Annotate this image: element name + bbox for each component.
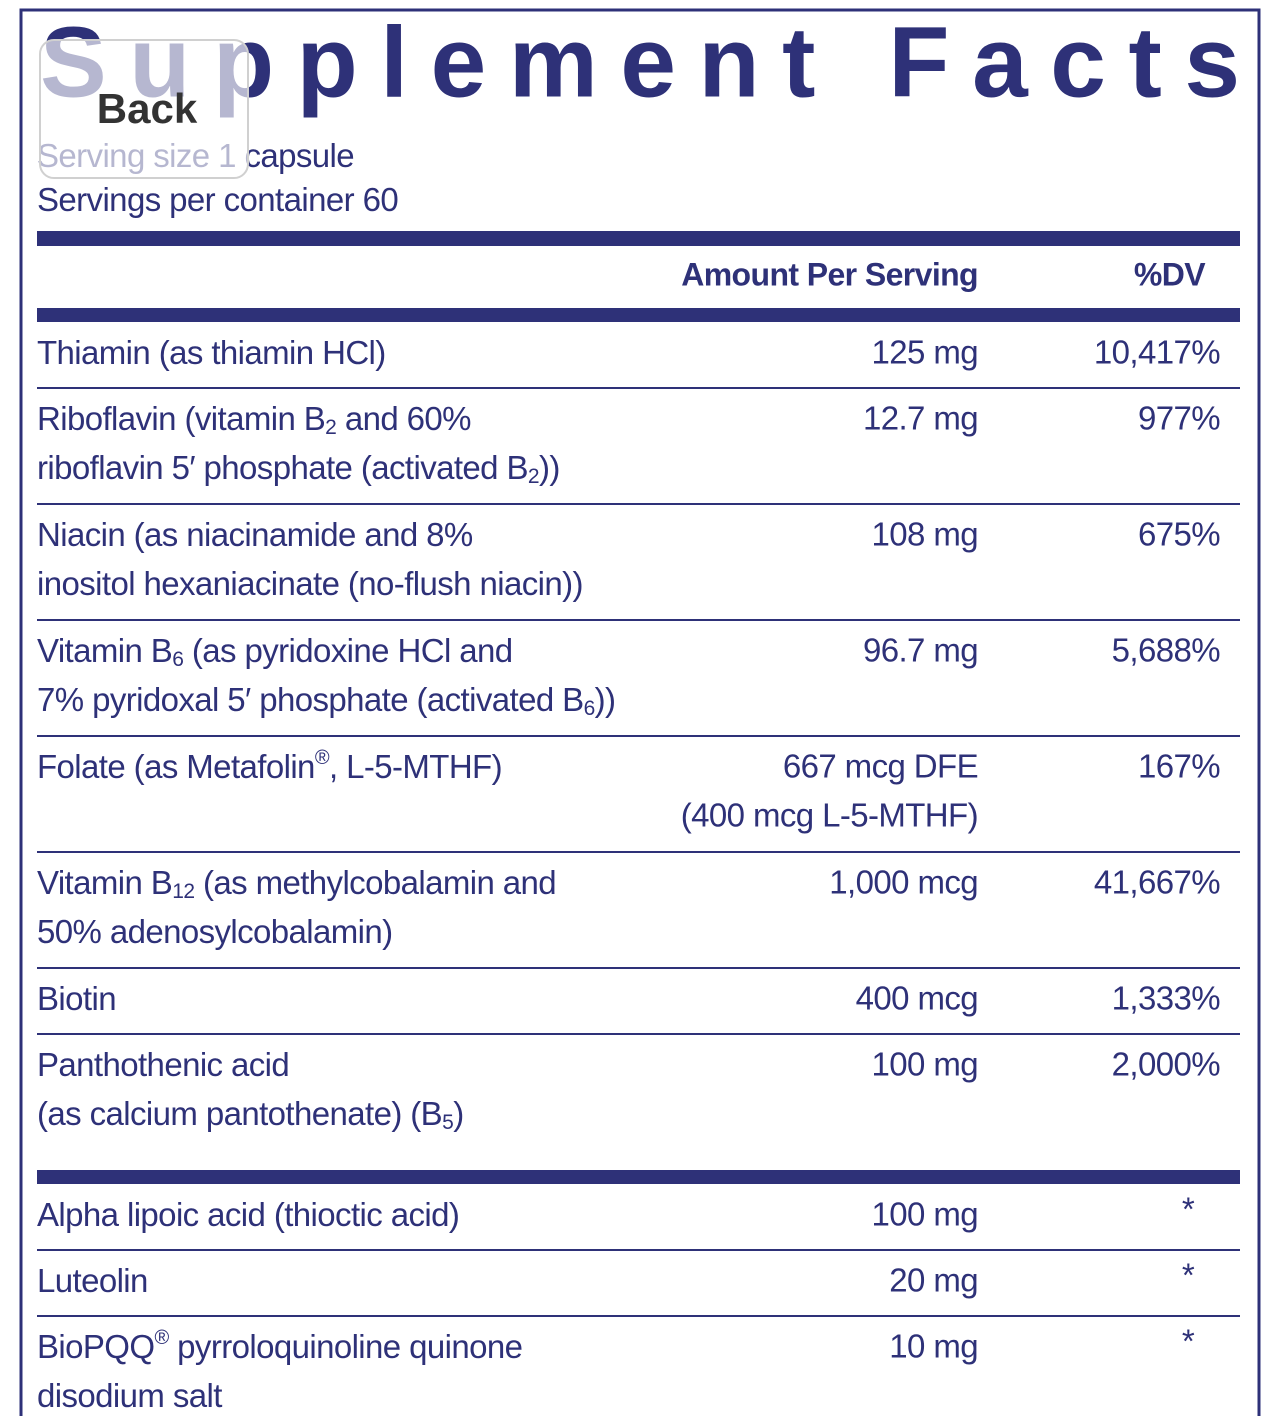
amount: 10 mg [889, 1328, 978, 1365]
label-frame [19, 8, 1261, 1416]
amount: 667 mcg DFE [783, 748, 978, 785]
name-part: 50% adenosylcobalamin) [37, 913, 393, 950]
nutrient-name: Riboflavin (vitamin B2​ and 60% [37, 400, 471, 439]
name-part: )) [595, 681, 616, 718]
serving-line: Servings per container 60 [37, 181, 398, 218]
amount: (400 mcg L-5-MTHF) [681, 797, 978, 834]
superscript: ® [154, 1327, 169, 1349]
daily-value: 167% [1138, 748, 1220, 785]
daily-value: 675% [1138, 516, 1220, 553]
amount: 96.7 mg [863, 632, 978, 669]
nutrient-name: Panthothenic acid [37, 1046, 289, 1083]
daily-value: 1,333% [1112, 980, 1221, 1017]
amount: 20 mg [889, 1262, 978, 1299]
serving-spacer [354, 181, 363, 218]
name-part: Luteolin [37, 1262, 148, 1299]
name-part: Alpha lipoic acid (thioctic acid) [37, 1196, 459, 1233]
column-header: %DV [1134, 256, 1206, 292]
name-part: inositol hexaniacinate (no-flush niacin)… [37, 565, 583, 602]
thick-rule [37, 231, 1240, 246]
name-part: Panthothenic acid [37, 1046, 289, 1083]
name-part: BioPQQ [37, 1328, 154, 1365]
nutrient-name: Biotin [37, 980, 116, 1017]
name-part: Vitamin B [37, 864, 172, 901]
name-part: Riboflavin (vitamin B [37, 400, 325, 437]
amount: 100 mg [872, 1046, 978, 1083]
name-part: (as pyridoxine HCl and [183, 632, 512, 669]
column-header: Amount Per Serving [681, 256, 978, 292]
nutrient-name: Alpha lipoic acid (thioctic acid) [37, 1196, 459, 1233]
nutrient-name: riboflavin 5′ phosphate (activated B2​)) [37, 449, 560, 488]
subscript: 6 [172, 648, 183, 671]
nutrient-name: Niacin (as niacinamide and 8% [37, 516, 473, 553]
daily-value: 41,667% [1094, 864, 1220, 901]
amount: 100 mg [872, 1196, 978, 1233]
nutrient-name: 50% adenosylcobalamin) [37, 913, 393, 950]
name-part: Vitamin B [37, 632, 172, 669]
amount: 125 mg [872, 334, 978, 371]
nutrient-name: BioPQQ®​ pyrroloquinoline quinone [37, 1327, 522, 1364]
nutrient-name: Vitamin B6​ (as pyridoxine HCl and [37, 632, 513, 671]
daily-value: 977% [1138, 400, 1220, 437]
amount: 108 mg [872, 516, 978, 553]
nutrient-name: 7% pyridoxal 5′ phosphate (activated B6​… [37, 681, 615, 720]
subscript: 12 [172, 880, 194, 903]
thick-rule [37, 308, 1240, 322]
amount: 1,000 mcg [829, 864, 978, 901]
name-part: pyrroloquinoline quinone [169, 1328, 523, 1365]
back-button[interactable] [39, 39, 249, 179]
name-part: ) [453, 1095, 463, 1132]
nutrient-name: Luteolin [37, 1262, 148, 1299]
daily-value: * [1182, 1323, 1195, 1360]
subscript: 6 [584, 697, 595, 720]
serving-label: Servings per container [37, 181, 355, 218]
name-part: (as calcium pantothenate) (B [37, 1095, 442, 1132]
amount: 12.7 mg [863, 400, 978, 437]
nutrient-name: Folate (as Metafolin®​, L-5-MTHF) [37, 747, 502, 784]
name-part: , L-5-MTHF) [329, 748, 502, 785]
name-part: and 60% [336, 400, 471, 437]
subscript: 5 [442, 1111, 453, 1134]
daily-value: * [1182, 1191, 1195, 1228]
name-part: riboflavin 5′ phosphate (activated B [37, 449, 528, 486]
nutrient-name: Thiamin (as thiamin HCl) [37, 334, 386, 371]
serving-value: 60 [363, 181, 399, 218]
daily-value: 5,688% [1112, 632, 1221, 669]
nutrient-name: (as calcium pantothenate) (B5​) [37, 1095, 464, 1134]
name-part: (as methylcobalamin and [194, 864, 556, 901]
name-part: Niacin (as niacinamide and 8% [37, 516, 473, 553]
name-part: Biotin [37, 980, 116, 1017]
name-part: Folate (as Metafolin [37, 748, 315, 785]
back-button-label[interactable]: Back [97, 85, 198, 132]
name-part: 7% pyridoxal 5′ phosphate (activated B [37, 681, 584, 718]
amount: 400 mcg [856, 980, 978, 1017]
name-part: Thiamin (as thiamin HCl) [37, 334, 386, 371]
nutrient-name: Vitamin B12​ (as methylcobalamin and [37, 864, 556, 903]
name-part: )) [539, 449, 560, 486]
nutrient-name: inositol hexaniacinate (no-flush niacin)… [37, 565, 583, 602]
name-part: disodium salt [37, 1377, 222, 1414]
daily-value: * [1182, 1257, 1195, 1294]
subscript: 2 [528, 465, 539, 488]
subscript: 2 [325, 416, 336, 439]
thick-rule [37, 1170, 1240, 1184]
nutrient-name: disodium salt [37, 1377, 222, 1414]
daily-value: 10,417% [1094, 334, 1220, 371]
superscript: ® [315, 747, 330, 769]
daily-value: 2,000% [1112, 1046, 1221, 1083]
